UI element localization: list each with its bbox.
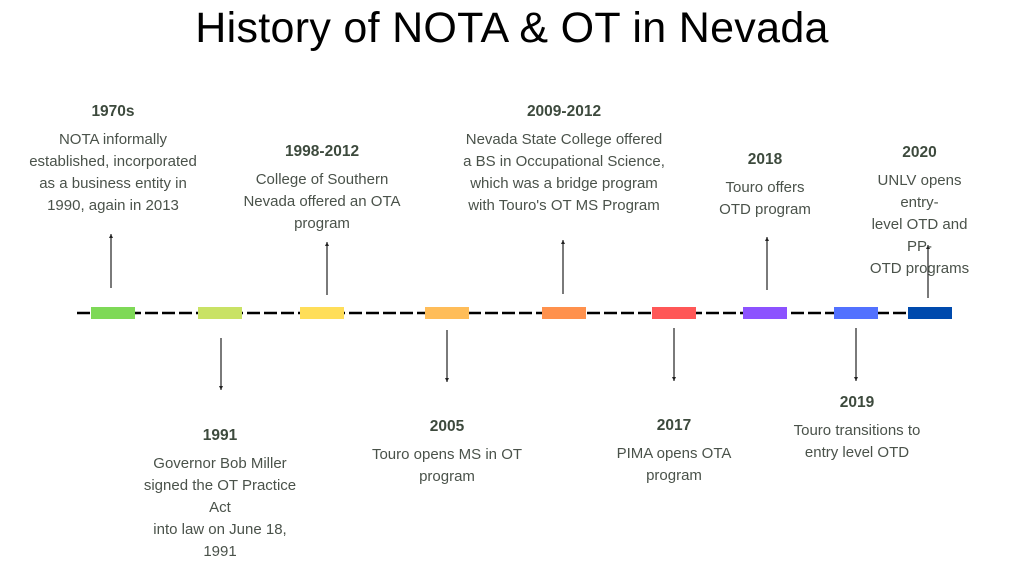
event-description: Touro offers OTD program [700,177,830,221]
event-year: 2017 [656,417,692,434]
event-1970s: 1970s NOTA informally established, incor… [28,103,198,217]
desc-line: Governor Bob Miller [153,455,287,472]
arrowhead-icon [109,234,113,238]
arrowhead-icon [672,377,676,381]
arrowhead-icon [926,245,930,249]
event-description: College of Southern Nevada offered an OT… [237,169,407,235]
timeline-marker-2009-2012 [542,307,586,319]
desc-line: program [294,215,350,232]
desc-line: Nevada State College offered [465,131,663,148]
desc-line: as a business entity in [39,175,187,192]
event-description: Nevada State College offered a BS in Occ… [449,129,679,217]
event-2018: 2018 Touro offers OTD program [700,151,830,221]
desc-line: Touro transitions to [793,422,921,439]
timeline-marker-1991 [198,307,242,319]
timeline-marker-1970s [91,307,135,319]
desc-line: level OTD and PP- [871,216,968,255]
timeline-marker-2020 [908,307,952,319]
desc-line: signed the OT Practice Act [143,477,297,516]
arrowhead-icon [854,377,858,381]
desc-line: program [646,467,702,484]
timeline-marker-1998-2012 [300,307,344,319]
event-year: 2005 [429,418,465,435]
desc-line: a BS in Occupational Science, [463,153,665,170]
desc-line: into law on June 18, 1991 [153,521,287,560]
desc-line: entry level OTD [804,444,910,461]
desc-line: which was a bridge program [470,175,658,192]
event-2020: 2020 UNLV opens entry- level OTD and PP-… [857,144,982,280]
arrowhead-icon [445,378,449,382]
event-description: Governor Bob Miller signed the OT Practi… [135,453,305,563]
desc-line: OTD program [719,201,811,218]
event-year: 1970s [91,103,135,120]
event-year: 1991 [202,427,238,444]
event-2017: 2017 PIMA opens OTA program [594,417,754,487]
desc-line: 1990, again in 2013 [47,197,179,214]
arrowhead-icon [325,242,329,246]
event-1998-2012: 1998-2012 College of Southern Nevada off… [237,143,407,235]
event-description: PIMA opens OTA program [594,443,754,487]
desc-line: Touro opens MS in OT [371,446,523,463]
event-year: 2018 [747,151,783,168]
event-description: Touro transitions to entry level OTD [772,420,942,464]
event-description: NOTA informally established, incorporate… [28,129,198,217]
event-year: 2020 [902,144,937,161]
desc-line: PIMA opens OTA [616,445,732,462]
event-2009-2012: 2009-2012 Nevada State College offered a… [449,103,679,217]
timeline [77,234,952,390]
event-2019: 2019 Touro transitions to entry level OT… [772,394,942,464]
timeline-marker-2019 [834,307,878,319]
event-description: Touro opens MS in OT program [357,444,537,488]
desc-line: established, incorporated [29,153,197,170]
event-year: 1998-2012 [284,143,360,160]
arrowhead-icon [765,237,769,241]
desc-line: with Touro's OT MS Program [468,197,660,214]
desc-line: Touro offers [725,179,805,196]
timeline-marker-2005 [425,307,469,319]
event-year: 2019 [839,394,875,411]
desc-line: OTD programs [869,260,970,277]
desc-line: College of Southern [255,171,389,188]
event-description: UNLV opens entry- level OTD and PP- OTD … [857,170,982,280]
timeline-marker-2017 [652,307,696,319]
arrowhead-icon [219,386,223,390]
desc-line: NOTA informally [58,131,168,148]
event-1991: 1991 Governor Bob Miller signed the OT P… [135,427,305,563]
event-year: 2009-2012 [526,103,602,120]
desc-line: program [419,468,475,485]
event-2005: 2005 Touro opens MS in OT program [357,418,537,488]
desc-line: Nevada offered an OTA [243,193,401,210]
arrowhead-icon [561,240,565,244]
desc-line: UNLV opens entry- [877,172,962,211]
timeline-marker-2018 [743,307,787,319]
page-title: History of NOTA & OT in Nevada [195,4,829,52]
